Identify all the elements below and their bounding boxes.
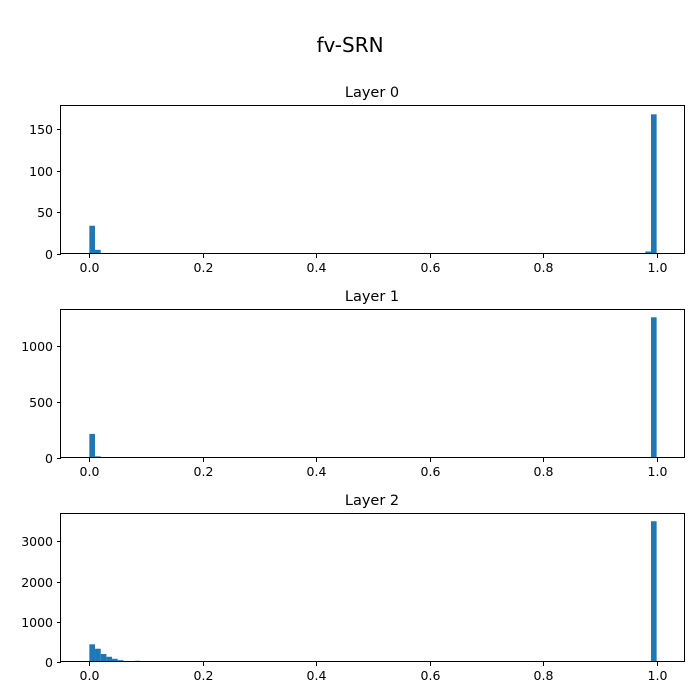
x-tick-label: 1.0: [648, 260, 668, 275]
subplot-title: Layer 2: [345, 493, 399, 509]
histogram-bar: [89, 225, 96, 254]
subplot-title: Layer 0: [345, 85, 399, 101]
y-tick-label: 1000: [21, 339, 53, 354]
x-tick-label: 0.8: [534, 464, 554, 479]
histogram-bar: [650, 521, 657, 662]
axes-frame: [60, 105, 685, 254]
y-tick-label: 0: [45, 451, 53, 466]
histogram-bar: [95, 249, 101, 254]
x-tick-label: 1.0: [648, 668, 668, 683]
y-axis-ticks: 0 500 1000: [21, 339, 61, 466]
subplot-title: Layer 1: [345, 289, 399, 305]
histogram-bar: [106, 656, 113, 662]
histogram-bar: [645, 251, 651, 254]
x-tick-label: 0.4: [307, 260, 327, 275]
x-tick-label: 1.0: [648, 464, 668, 479]
y-tick-label: 2000: [21, 575, 53, 590]
y-tick-label: 500: [29, 395, 53, 410]
y-tick-label: 50: [37, 205, 53, 220]
axes-frame: [60, 513, 685, 662]
subplot-layer-2: Layer 2 0.0 0.2 0.4 0.6 0.8 1.0 0 1000 2000 3000: [21, 493, 685, 683]
x-tick-label: 0.8: [534, 260, 554, 275]
x-axis-ticks: 0.0 0.2 0.4 0.6 0.8 1.0: [80, 662, 668, 683]
y-tick-label: 1000: [21, 615, 53, 630]
y-axis-ticks: 0 1000 2000 3000: [21, 534, 61, 670]
histogram-bar: [89, 644, 96, 662]
histogram-bar: [650, 317, 657, 458]
x-tick-label: 0.4: [307, 668, 327, 683]
axes-frame: [60, 309, 685, 458]
x-axis-ticks: 0.0 0.2 0.4 0.6 0.8 1.0: [80, 254, 668, 275]
x-tick-label: 0.4: [307, 464, 327, 479]
y-tick-label: 150: [29, 122, 53, 137]
subplot-layer-1: Layer 1 0.0 0.2 0.4 0.6 0.8 1.0 0 500 1000: [21, 289, 685, 479]
histogram-bar: [100, 653, 107, 662]
histogram-bar: [89, 433, 96, 458]
x-tick-label: 0.8: [534, 668, 554, 683]
y-tick-label: 3000: [21, 534, 53, 549]
x-tick-label: 0.0: [80, 464, 100, 479]
x-tick-label: 0.0: [80, 260, 100, 275]
figure-title: fv-SRN: [316, 33, 383, 57]
x-tick-label: 0.2: [194, 464, 214, 479]
histogram-bar: [650, 114, 657, 254]
y-axis-ticks: 0 50 100 150: [29, 122, 61, 262]
y-tick-label: 0: [45, 655, 53, 670]
x-tick-label: 0.2: [194, 668, 214, 683]
histogram-bar: [95, 648, 101, 662]
x-tick-label: 0.6: [421, 668, 441, 683]
subplot-layer-0: Layer 0 0.0 0.2 0.4 0.6 0.8 1.0 0 50 100 150: [29, 85, 685, 275]
x-tick-label: 0.2: [194, 260, 214, 275]
histogram-bar: [112, 658, 118, 662]
y-tick-label: 100: [29, 164, 53, 179]
x-tick-label: 0.6: [421, 260, 441, 275]
y-tick-label: 0: [45, 247, 53, 262]
x-axis-ticks: 0.0 0.2 0.4 0.6 0.8 1.0: [80, 458, 668, 479]
x-tick-label: 0.0: [80, 668, 100, 683]
x-tick-label: 0.6: [421, 464, 441, 479]
